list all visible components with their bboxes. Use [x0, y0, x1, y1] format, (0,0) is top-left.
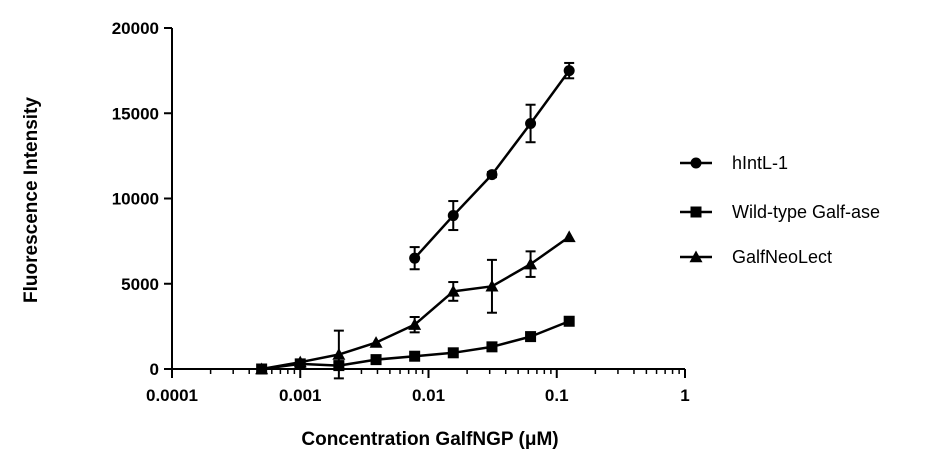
axes: 0 5000 10000 15000 20000 0.0001 0.001 0.01 0.1 1	[112, 19, 690, 405]
data-point	[486, 341, 498, 353]
y-tick-label: 0	[150, 360, 159, 379]
legend-label: Wild-type Galf-ase	[732, 202, 880, 222]
data-point	[409, 350, 421, 362]
x-tick-label: 0.0001	[146, 386, 198, 405]
data-point	[446, 284, 460, 297]
data-point	[447, 210, 459, 222]
data-point	[447, 347, 459, 359]
data-point	[369, 336, 383, 348]
y-tick-label: 5000	[121, 275, 159, 294]
data-point	[485, 279, 499, 292]
legend-item: hIntL-1	[680, 153, 788, 173]
legend-label: hIntL-1	[732, 153, 788, 173]
data-point	[563, 65, 575, 77]
y-tick-label: 10000	[112, 190, 159, 209]
data-point	[525, 331, 537, 343]
data-point	[255, 362, 269, 375]
plot-area	[255, 61, 576, 380]
x-axis-title: Concentration GalfNGP (μM)	[301, 429, 558, 450]
data-point	[486, 169, 498, 181]
series-circle	[409, 61, 575, 271]
y-tick-label: 20000	[112, 19, 159, 38]
data-point	[370, 354, 382, 366]
y-axis-title: Fluorescence Intensity	[21, 97, 42, 303]
legend-marker	[690, 157, 702, 169]
x-tick-label: 1	[680, 386, 689, 405]
legend-item: Wild-type Galf-ase	[680, 202, 880, 222]
series-triangle	[255, 230, 576, 380]
data-point	[524, 257, 538, 270]
data-point	[409, 252, 421, 264]
series-line	[413, 69, 571, 260]
data-point	[332, 348, 346, 360]
legend: hIntL-1 Wild-type Galf-ase GalfNeoLect	[680, 153, 880, 267]
legend-marker	[689, 250, 703, 263]
legend-marker	[690, 206, 702, 218]
data-point	[563, 315, 575, 327]
y-tick-label: 15000	[112, 104, 159, 123]
x-tick-label: 0.01	[412, 386, 445, 405]
x-tick-label: 0.1	[545, 386, 569, 405]
data-point	[408, 318, 422, 330]
data-point	[525, 117, 537, 129]
data-point	[562, 230, 576, 243]
legend-label: GalfNeoLect	[732, 247, 832, 267]
legend-item: GalfNeoLect	[680, 247, 832, 267]
data-point	[293, 355, 307, 368]
x-tick-label: 0.001	[279, 386, 322, 405]
